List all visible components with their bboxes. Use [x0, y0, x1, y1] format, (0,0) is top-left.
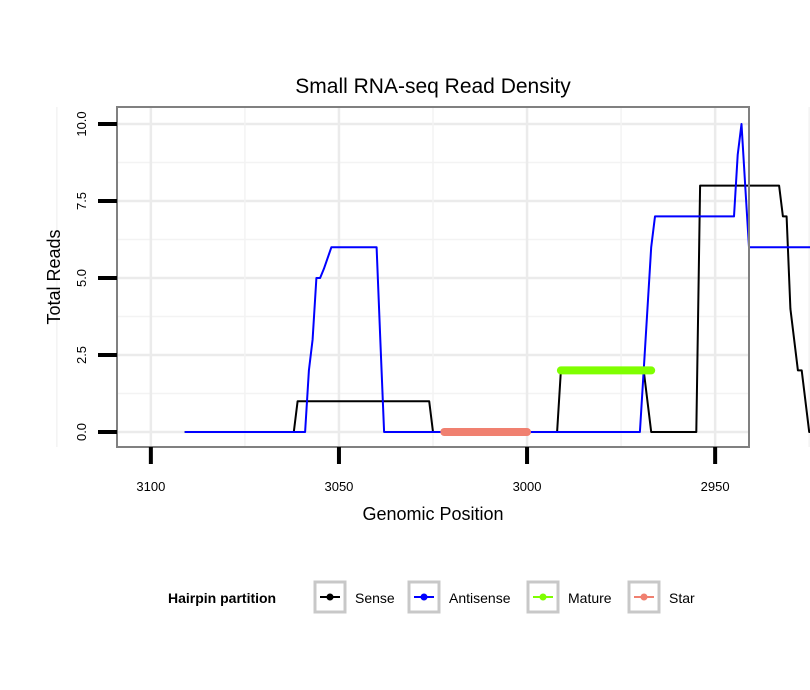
y-tick-label: 10.0	[74, 111, 89, 136]
x-tick-label: 2950	[701, 479, 730, 494]
x-axis: 3100 3050 3000 2950	[136, 447, 730, 494]
legend-key-point	[326, 593, 334, 601]
legend-label: Sense	[355, 590, 395, 606]
y-tick-label: 0.0	[74, 423, 89, 441]
legend-key-point	[640, 593, 648, 601]
legend-label: Mature	[568, 590, 612, 606]
y-tick-label: 7.5	[74, 192, 89, 210]
y-axis: 0.0 2.5 5.0 7.5 10.0	[74, 111, 117, 441]
y-tick-label: 2.5	[74, 346, 89, 364]
legend-label: Star	[669, 590, 695, 606]
x-axis-title: Genomic Position	[362, 504, 503, 524]
legend-key-point	[420, 593, 428, 601]
y-tick-label: 5.0	[74, 269, 89, 287]
y-axis-title: Total Reads	[44, 229, 64, 324]
chart-title: Small RNA-seq Read Density	[295, 75, 571, 98]
series-line-antisense	[184, 123, 810, 433]
grid-lines	[56, 107, 810, 447]
x-tick-label: 3100	[136, 479, 165, 494]
series-line-sense	[184, 184, 810, 433]
legend-key-point	[539, 593, 547, 601]
x-tick-label: 3050	[324, 479, 353, 494]
legend-item-star: Star	[627, 580, 695, 614]
series-layer	[184, 123, 810, 436]
legend-item-mature: Mature	[526, 580, 612, 614]
x-tick-label: 3000	[513, 479, 542, 494]
legend: Hairpin partition Sense Antisense Mature St…	[168, 580, 695, 614]
legend-item-antisense: Antisense	[407, 580, 511, 614]
legend-title: Hairpin partition	[168, 590, 276, 606]
legend-label: Antisense	[449, 590, 511, 606]
legend-item-sense: Sense	[313, 580, 395, 614]
